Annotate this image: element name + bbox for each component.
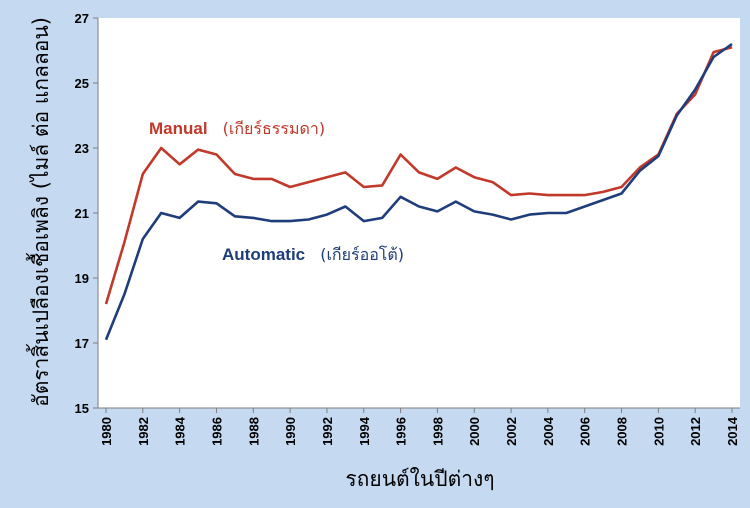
x-tick-label: 1994	[357, 416, 372, 446]
x-tick-label: 1986	[209, 417, 224, 446]
x-tick-label: 2006	[578, 417, 593, 446]
annotation-automatic-th: (เกียร์ออโต้)	[320, 245, 404, 264]
x-tick-label: 2012	[688, 417, 703, 446]
y-tick-label: 21	[75, 206, 89, 221]
x-tick-label: 2010	[651, 417, 666, 446]
x-tick-label: 1980	[99, 417, 114, 446]
series-line-automatic	[104, 42, 733, 341]
series-lines	[104, 42, 733, 341]
y-tick-labels: 15 17 19 21 23 25 27	[75, 11, 89, 416]
y-tick-label: 19	[75, 271, 89, 286]
x-tick-label: 1984	[173, 416, 188, 446]
annotation-manual-th: (เกียร์ธรรมดา)	[223, 119, 325, 138]
series-line-manual	[104, 45, 733, 305]
x-axis-title: รถยนต์ในปีต่างๆ	[345, 467, 494, 491]
x-tick-label: 1982	[136, 417, 151, 446]
x-tick-label: 2014	[725, 416, 740, 446]
x-tick-labels: 1980 1982 1984 1986 1988 1990 1992 1994 1996 1998…	[99, 416, 740, 446]
x-tick-label: 1996	[394, 417, 409, 446]
x-tick-label: 1990	[283, 417, 298, 446]
axes	[93, 17, 740, 413]
plot-area	[98, 18, 740, 408]
x-tick-label: 2002	[504, 417, 519, 446]
annotation-manual-en: Manual	[149, 119, 208, 138]
x-tick-label: 2000	[467, 417, 482, 446]
y-tick-label: 17	[75, 336, 89, 351]
annotation-automatic-en: Automatic	[222, 245, 305, 264]
y-tick-label: 15	[75, 401, 89, 416]
y-tick-label: 27	[75, 11, 89, 26]
x-tick-label: 2008	[615, 417, 630, 446]
x-tick-label: 1988	[246, 417, 261, 446]
y-axis-title: อัตราสิ้นเปลืองเชื้อเพลิง (ไมล์ ต่อ แกลล…	[26, 17, 53, 407]
y-tick-label: 25	[75, 76, 89, 91]
x-tick-label: 1998	[430, 417, 445, 446]
annotation-manual: Manual (เกียร์ธรรมดา)	[149, 119, 325, 138]
annotation-automatic: Automatic (เกียร์ออโต้)	[222, 245, 404, 264]
y-tick-label: 23	[75, 141, 89, 156]
x-tick-label: 1992	[320, 417, 335, 446]
x-tick-label: 2004	[541, 416, 556, 446]
